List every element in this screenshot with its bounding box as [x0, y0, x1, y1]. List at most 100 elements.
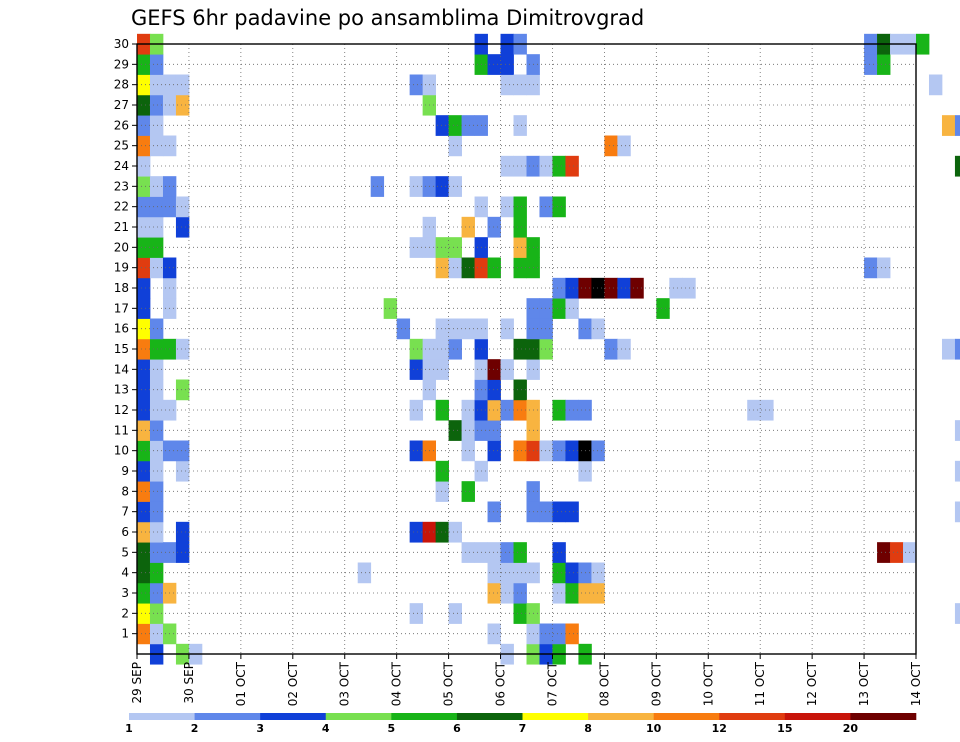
- heatmap-cell: [500, 74, 514, 96]
- heatmap-cell: [149, 420, 164, 441]
- heatmap-cell: [565, 298, 579, 319]
- heatmap-cell: [500, 196, 514, 218]
- heatmap-cell: [137, 481, 151, 502]
- heatmap-cell: [487, 420, 501, 441]
- heatmap-cell: [954, 155, 960, 177]
- y-tick-label: 14: [114, 362, 129, 376]
- y-tick-label: 18: [114, 281, 129, 295]
- heatmap-cell: [149, 481, 164, 502]
- y-tick-label: 13: [114, 383, 129, 397]
- heatmap-cell: [149, 74, 164, 96]
- legend-swatch: [194, 713, 261, 720]
- y-tick-label: 8: [121, 484, 129, 498]
- heatmap-cell: [409, 603, 424, 624]
- legend-label: 3: [256, 722, 264, 735]
- heatmap-cell: [565, 155, 579, 177]
- heatmap-cell: [604, 277, 618, 299]
- heatmap-cell: [175, 94, 190, 116]
- heatmap-cell: [137, 54, 151, 75]
- heatmap-cell: [954, 501, 960, 523]
- y-tick-label: 17: [114, 301, 129, 315]
- heatmap-cell: [149, 54, 164, 75]
- heatmap-cell: [591, 440, 605, 462]
- y-tick-label: 20: [114, 240, 129, 254]
- y-tick-label: 19: [114, 261, 129, 275]
- y-tick-label: 27: [114, 98, 129, 112]
- heatmap-cell: [409, 440, 424, 462]
- legend-label: 10: [646, 722, 662, 735]
- legend-swatch: [850, 713, 917, 720]
- heatmap-cell: [487, 216, 501, 238]
- heatmap-cell: [149, 379, 164, 401]
- y-tick-label: 5: [121, 545, 129, 559]
- heatmap-cell: [760, 399, 774, 421]
- x-tick-label: 29 SEP: [130, 662, 144, 704]
- heatmap-cell: [604, 338, 618, 360]
- heatmap-cell: [461, 420, 475, 441]
- heatmap-cell: [461, 440, 475, 462]
- heatmap-cell: [954, 338, 960, 360]
- heatmap-cell: [175, 440, 190, 462]
- heatmap-cell: [448, 176, 462, 197]
- heatmap-cell: [175, 460, 190, 482]
- heatmap-cell: [149, 582, 164, 604]
- heatmap-cell: [137, 359, 151, 380]
- x-tick-label: 03 OCT: [338, 661, 352, 706]
- heatmap-cell: [175, 196, 190, 218]
- grid-lines: [137, 44, 916, 654]
- heatmap-cell: [864, 54, 878, 75]
- heatmap-cell: [487, 542, 501, 563]
- heatmap-cell: [149, 237, 164, 258]
- heatmap-cell: [149, 94, 164, 116]
- heatmap-cell: [461, 257, 475, 279]
- heatmap-cell: [669, 277, 683, 299]
- heatmap-cell: [487, 379, 501, 401]
- heatmap-cell: [565, 623, 579, 645]
- heatmap-cell: [409, 521, 424, 543]
- y-tick-label: 21: [114, 220, 129, 234]
- heatmap-cell: [500, 318, 514, 340]
- y-tick-label: 24: [114, 159, 129, 173]
- heatmap-cell: [448, 603, 462, 624]
- y-tick-label: 11: [114, 423, 129, 437]
- heatmap-cell: [513, 216, 527, 238]
- x-axis: 29 SEP 30 SEP 01 OCT 02 OCT 03 OCT 04 OCT 05 O…: [130, 654, 923, 706]
- heatmap-cell: [149, 359, 164, 380]
- heatmap-cell: [539, 318, 553, 340]
- heatmap-cell: [409, 176, 424, 197]
- x-tick-label: 30 SEP: [182, 662, 196, 704]
- heatmap-cell: [137, 338, 151, 360]
- heatmap-cell: [552, 155, 566, 177]
- heatmap-cell: [448, 257, 462, 279]
- heatmap-cell: [435, 399, 449, 421]
- legend-swatch: [391, 713, 458, 720]
- heatmap-cell: [500, 562, 514, 584]
- heatmap-cell: [149, 440, 164, 462]
- legend-label: 8: [584, 722, 592, 735]
- legend-swatch: [325, 713, 392, 720]
- heatmap-cell: [552, 501, 566, 523]
- heatmap-cell: [435, 481, 449, 502]
- y-tick-label: 12: [114, 403, 129, 417]
- heatmap-cell: [487, 582, 501, 604]
- heatmap-cell: [175, 338, 190, 360]
- heatmap-cell: [487, 359, 501, 380]
- heatmap-cell: [149, 257, 164, 279]
- heatmap-cell: [565, 440, 579, 462]
- heatmap-cell: [396, 318, 411, 340]
- heatmap-cell: [591, 277, 605, 299]
- heatmap-cell: [864, 257, 878, 279]
- heatmap-cell: [149, 603, 164, 624]
- heatmap-cell: [137, 94, 151, 116]
- x-tick-label: 14 OCT: [909, 661, 923, 706]
- chart-title: GEFS 6hr padavine po ansamblima Dimitrov…: [131, 6, 644, 30]
- heatmap-cell: [513, 338, 527, 360]
- heatmap-cell: [149, 196, 164, 218]
- heatmap-cell: [448, 237, 462, 258]
- heatmap-cell: [941, 338, 956, 360]
- heatmap-cell: [137, 135, 151, 157]
- legend: 1 2 3 4 5 6 7 8 10 12 15 20: [125, 713, 917, 735]
- y-tick-label: 15: [114, 342, 129, 356]
- heatmap-cell: [149, 176, 164, 197]
- heatmap-cell: [487, 399, 501, 421]
